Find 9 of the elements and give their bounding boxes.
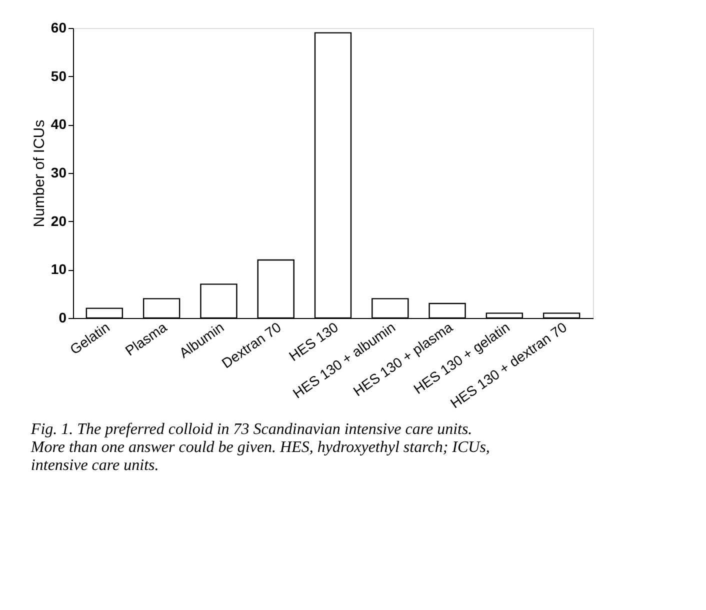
y-tick-label: 40 — [50, 116, 67, 132]
y-tick-label: 20 — [50, 212, 67, 229]
caption: Fig. 1. The preferred colloid in 73 Scandinavian intensive care units. More than one answer could be given. HES, hydroxyethyl starch; ICUs, intensive care units. — [30, 421, 490, 474]
y-tick-label: 0 — [58, 310, 67, 326]
y-tick-label: 50 — [50, 68, 67, 84]
y-tick-label: 60 — [50, 20, 67, 36]
y-tick-label: 30 — [50, 164, 67, 180]
y-tick-label: 10 — [50, 261, 67, 278]
y-axis-title: Number of ICUs — [30, 120, 48, 228]
